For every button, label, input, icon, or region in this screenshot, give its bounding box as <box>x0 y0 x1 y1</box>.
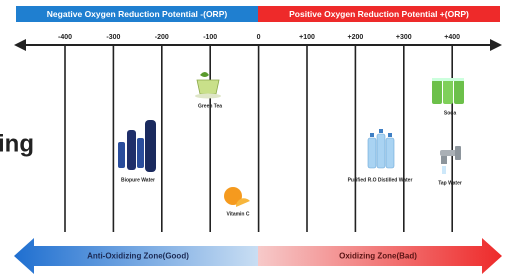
vitamin-c-icon <box>224 187 250 207</box>
biopure-icon <box>118 120 156 172</box>
item-label: Vitamin C <box>227 211 250 217</box>
soda-icon <box>432 78 464 104</box>
item-label: Purified R.O Distilled Water <box>348 177 413 183</box>
tick-label: +200 <box>348 34 364 41</box>
item-label: Biopure Water <box>121 177 155 183</box>
tap-icon <box>440 146 461 174</box>
tick-label: -200 <box>155 34 169 41</box>
side-text: ing <box>0 130 34 157</box>
tick-label: -100 <box>203 34 217 41</box>
positive-header-text: Positive Oxygen Reduction Potential +(OR… <box>289 9 469 19</box>
negative-header-text: Negative Oxygen Reduction Potential -(OR… <box>47 9 228 19</box>
tick-label: +400 <box>444 34 460 41</box>
good-zone-label: Anti-Oxidizing Zone(Good) <box>87 252 189 261</box>
tick-label: +100 <box>299 34 315 41</box>
item-label: Tap Water <box>438 180 462 186</box>
item-label: Green Tea <box>198 103 222 109</box>
axis-arrow-right <box>490 39 502 51</box>
tick-label: 0 <box>257 34 261 41</box>
green-tea-icon <box>195 72 221 99</box>
bad-zone-label: Oxidizing Zone(Bad) <box>339 252 417 261</box>
orp-diagram: Negative Oxygen Reduction Potential -(OR… <box>0 0 510 275</box>
water-bottles-icon <box>368 129 394 168</box>
tick-label: -400 <box>58 34 72 41</box>
item-label: Soda <box>444 110 456 116</box>
tick-label: -300 <box>106 34 120 41</box>
tick-label: +300 <box>396 34 412 41</box>
axis-arrow-left <box>14 39 26 51</box>
